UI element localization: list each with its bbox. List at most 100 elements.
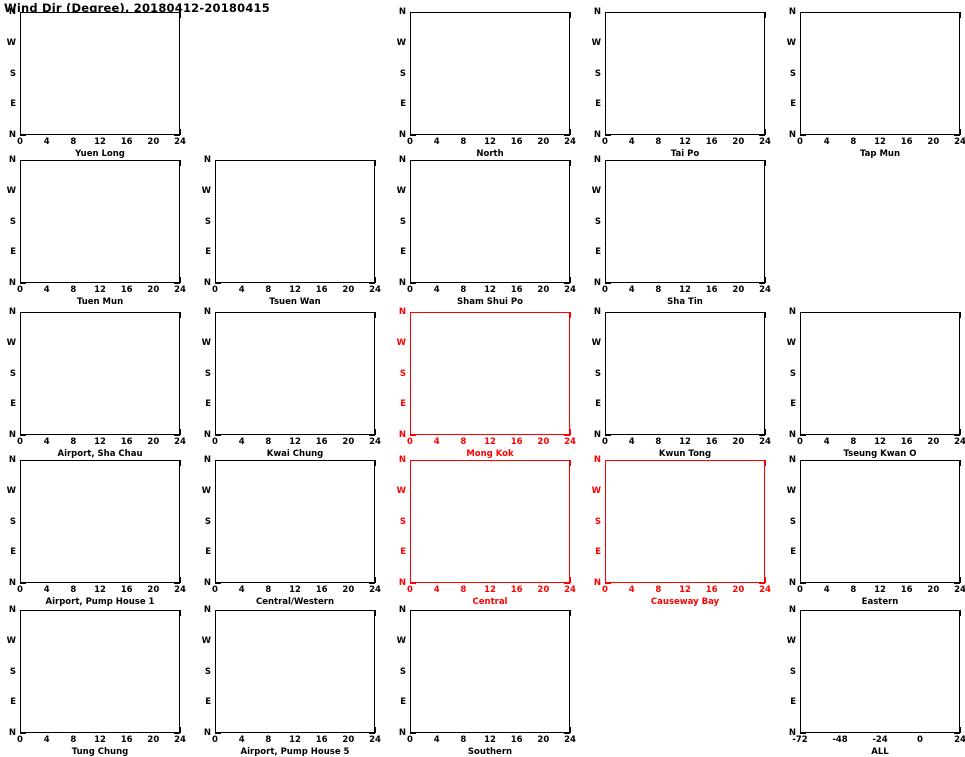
x-tick-label: 0 [17, 585, 23, 595]
x-tick-label: 4 [238, 285, 245, 295]
panel-north[interactable]: N W S E N 0 4 8 12 16 20 24 North [397, 8, 576, 159]
panel-sham-shui-po[interactable]: N W S E N 0 4 8 12 16 20 24 Sham Shui Po [397, 156, 576, 307]
axis-tick-x [375, 277, 376, 283]
y-tick-label: N [593, 454, 601, 465]
x-tick-label: 8 [460, 137, 467, 147]
x-tick-label: 20 [732, 285, 745, 295]
x-tick-label: 8 [850, 585, 857, 595]
x-tick-label: 12 [289, 437, 301, 447]
x-tick-label: 24 [954, 585, 965, 595]
x-tick-label: 20 [927, 137, 940, 147]
plot-frame [800, 12, 960, 135]
x-tick-label: 20 [732, 437, 745, 447]
x-tick-label: 0 [17, 137, 23, 147]
panel-tseung-kwan-o[interactable]: N W S E N 0 4 8 12 16 20 24 Tseung Kwan O [787, 308, 965, 459]
y-tick-label: E [10, 247, 16, 257]
y-tick-label: E [595, 99, 601, 109]
panel-kwai-chung[interactable]: N W S E N 0 4 8 12 16 20 24 Kwai Chung [202, 308, 381, 459]
panel-airport-pump-house-5[interactable]: N W S E N 0 4 8 12 16 20 24 Airport, Pump House 5 [202, 606, 381, 757]
x-tick-label: 12 [484, 735, 496, 745]
axis-tick-y [800, 583, 806, 584]
axis-tick-y [20, 283, 26, 284]
panel-all[interactable]: N W S E N -72 -48 -24 0 24 ALL [787, 606, 965, 757]
x-tick-label: 4 [628, 437, 635, 447]
y-tick-label: N [398, 154, 406, 165]
y-tick-label: N [788, 604, 796, 615]
panel-tung-chung[interactable]: N W S E N 0 4 8 12 16 20 24 Tung Chung [7, 606, 186, 757]
axis-tick-x [375, 460, 376, 466]
y-tick-label: N [788, 129, 796, 140]
x-tick-label: 16 [900, 585, 913, 595]
panel-central-western[interactable]: N W S E N 0 4 8 12 16 20 24 Central/Western [202, 456, 381, 607]
y-tick-label: E [790, 99, 796, 109]
panel-airport-sha-chau[interactable]: N W S E N 0 4 8 12 16 20 24 Airport, Sha Chau [7, 308, 186, 459]
axis-tick-x [180, 577, 181, 583]
x-tick-label: 12 [874, 137, 886, 147]
panel-tap-mun[interactable]: N W S E N 0 4 8 12 16 20 24 Tap Mun [787, 8, 965, 159]
panel-caption: North [476, 149, 504, 159]
panel-sha-tin[interactable]: N W S E N 0 4 8 12 16 20 24 Sha Tin [592, 156, 771, 307]
y-tick-label: W [786, 635, 796, 646]
axis-tick-y [954, 435, 960, 436]
x-tick-label: 4 [433, 437, 440, 447]
axis-tick-y [800, 733, 806, 734]
x-tick-label: 4 [43, 735, 50, 745]
panel-caption: Tseung Kwan O [843, 449, 917, 459]
axis-tick-x [570, 160, 571, 166]
plot-frame [800, 610, 960, 733]
panel-central[interactable]: N W S E N 0 4 8 12 16 20 24 Central [397, 456, 576, 607]
panel-caption: Tsuen Wan [269, 297, 321, 307]
panel-caption: Eastern [861, 597, 899, 607]
x-tick-label: 8 [70, 285, 77, 295]
panel-tai-po[interactable]: N W S E N 0 4 8 12 16 20 24 Tai Po [592, 8, 771, 159]
x-tick-label: 24 [759, 137, 771, 147]
x-tick-label: -24 [872, 735, 888, 745]
axis-tick-x [375, 610, 376, 616]
axis-tick-y [759, 283, 765, 284]
panel-caption: Mong Kok [466, 449, 514, 459]
x-tick-label: 12 [679, 437, 691, 447]
x-tick-label: 8 [70, 735, 77, 745]
x-tick-label: 20 [147, 735, 160, 745]
plot-frame [410, 610, 570, 733]
x-tick-label: 0 [602, 137, 608, 147]
x-tick-label: 12 [289, 285, 301, 295]
y-tick-label: E [10, 697, 16, 707]
x-tick-label: 12 [484, 585, 496, 595]
panel-causeway-bay[interactable]: N W S E N 0 4 8 12 16 20 24 Causeway Bay [592, 456, 771, 607]
y-tick-label: E [400, 247, 406, 257]
axis-tick-x [960, 129, 961, 135]
x-tick-label: 16 [510, 437, 523, 447]
x-tick-label: 24 [369, 735, 381, 745]
axis-tick-x [960, 12, 961, 18]
panel-caption: Kwai Chung [266, 449, 324, 459]
axis-tick-x [375, 429, 376, 435]
axis-tick-y [20, 435, 26, 436]
x-tick-label: 16 [315, 735, 328, 745]
axis-tick-y [410, 283, 416, 284]
panel-yuen-long[interactable]: N W S E N 0 4 8 12 16 20 24 Yuen Long [7, 8, 186, 159]
panel-southern[interactable]: N W S E N 0 4 8 12 16 20 24 Southern [397, 606, 576, 757]
y-tick-label: N [398, 604, 406, 615]
x-tick-label: 0 [17, 735, 23, 745]
panel-airport-pump-house-1[interactable]: N W S E N 0 4 8 12 16 20 24 Airport, Pump House 1 [7, 456, 186, 607]
panel-eastern[interactable]: N W S E N 0 4 8 12 16 20 24 Eastern [787, 456, 965, 607]
x-tick-label: 4 [43, 585, 50, 595]
axis-tick-y [564, 435, 570, 436]
panel-kwun-tong[interactable]: N W S E N 0 4 8 12 16 20 24 Kwun Tong [592, 308, 771, 459]
panel-mong-kok[interactable]: N W S E N 0 4 8 12 16 20 24 Mong Kok [397, 308, 576, 459]
axis-tick-x [765, 12, 766, 18]
x-tick-label: 8 [460, 585, 467, 595]
panel-tsuen-wan[interactable]: N W S E N 0 4 8 12 16 20 24 Tsuen Wan [202, 156, 381, 307]
x-tick-label: 4 [823, 137, 830, 147]
x-tick-label: 8 [70, 137, 77, 147]
panel-caption: Tuen Mun [76, 297, 124, 307]
y-tick-label: E [205, 399, 211, 409]
axis-tick-y [800, 435, 806, 436]
panel-tuen-mun[interactable]: N W S E N 0 4 8 12 16 20 24 Tuen Mun [7, 156, 186, 307]
axis-tick-x [180, 129, 181, 135]
y-tick-label: W [786, 337, 796, 348]
x-tick-label: 8 [265, 585, 272, 595]
x-tick-label: 12 [484, 137, 496, 147]
x-tick-label: 0 [17, 285, 23, 295]
